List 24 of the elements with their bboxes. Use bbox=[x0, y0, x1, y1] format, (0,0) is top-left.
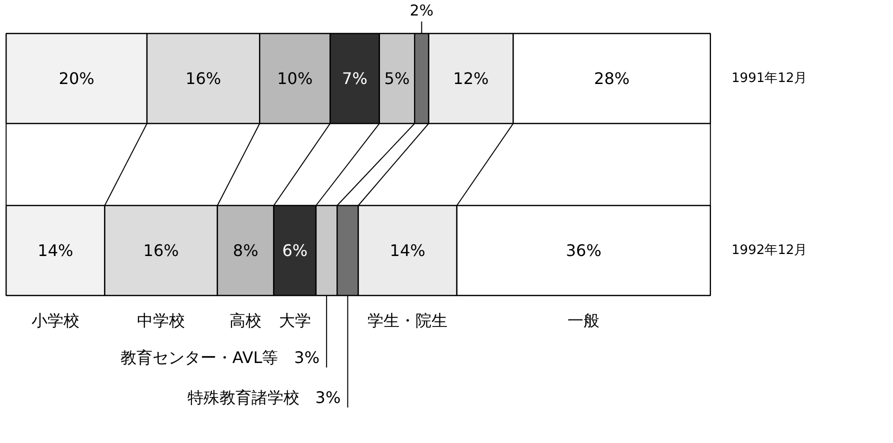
y-tick-label: 1992年12月 bbox=[732, 243, 808, 258]
text: 教育センター・AVL等 3% bbox=[120, 348, 320, 367]
data-label: 8% bbox=[232, 241, 258, 260]
data-label: 7% bbox=[342, 69, 368, 88]
data-label: 14% bbox=[390, 241, 426, 260]
series-label: 大学 bbox=[278, 311, 311, 330]
data-label: 2% bbox=[410, 2, 434, 20]
series-label: 小学校 bbox=[31, 311, 80, 330]
data-label: 16% bbox=[143, 241, 179, 260]
data-label: 12% bbox=[453, 69, 489, 88]
data-label: 16% bbox=[186, 69, 222, 88]
data-label: 20% bbox=[58, 69, 94, 88]
data-label: 5% bbox=[384, 69, 410, 88]
series-label: 一般 bbox=[568, 311, 600, 330]
data-label: 36% bbox=[566, 241, 602, 260]
series-label: 中学校 bbox=[137, 311, 186, 330]
series-label: 高校 bbox=[230, 311, 262, 330]
data-label: 6% bbox=[282, 241, 308, 260]
text: 特殊教育諸学校 3% bbox=[187, 388, 341, 407]
data-label: 14% bbox=[38, 241, 74, 260]
y-tick-label: 1991年12月 bbox=[732, 71, 808, 86]
data-label: 28% bbox=[594, 69, 630, 88]
data-label: 10% bbox=[277, 69, 313, 88]
series-label: 学生・院生 bbox=[368, 311, 448, 330]
